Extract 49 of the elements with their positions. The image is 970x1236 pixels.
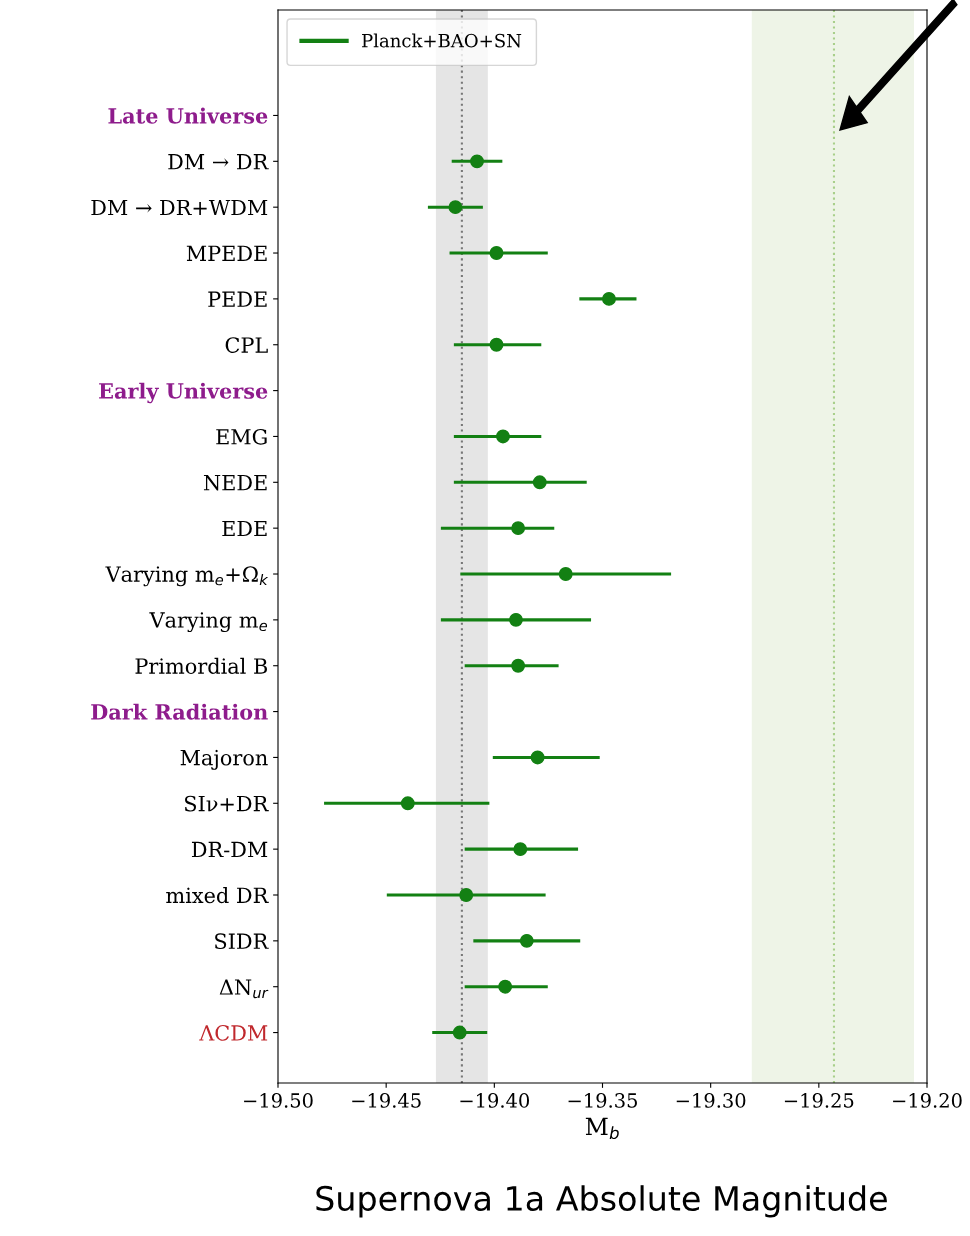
y-tick-label: CPL (225, 337, 268, 353)
y-tick-label: DM → DR+WDM (91, 199, 268, 216)
x-axis-title: M$_{b}$ (585, 1117, 619, 1140)
x-tick-label: −19.20 (893, 1093, 962, 1108)
point (489, 337, 504, 352)
point (448, 200, 463, 215)
y-tick-label: PEDE (208, 291, 267, 307)
point (498, 979, 513, 994)
point (496, 429, 510, 444)
text: Supernova 1a Absolute Magnitude (316, 1185, 887, 1218)
y-tick-label: Late Universe (108, 107, 268, 124)
point (459, 888, 474, 902)
x-tick-label: −19.30 (676, 1093, 746, 1108)
y-tick-label: MPEDE (186, 245, 267, 261)
y-tick-label: DM → DR (168, 154, 269, 170)
y-tick-label: ΔN$_{ur}$ (219, 979, 269, 999)
point (530, 750, 545, 765)
point (511, 521, 526, 536)
point (519, 933, 534, 948)
y-tick-label: Early Universe (99, 382, 268, 404)
point (400, 796, 415, 811)
x-tick-label: −19.50 (244, 1093, 313, 1108)
y-tick-label: DR-DM (191, 841, 268, 858)
y-tick-label: SIν+DR (185, 795, 269, 812)
point (532, 475, 547, 490)
y-tick-label: NEDE (203, 475, 267, 491)
y-tick-label: Varying m$_{e}$+Ω$_{k}$ (105, 566, 269, 587)
y-tick-label: Primordial B (135, 657, 268, 674)
y-tick-label: SIDR (215, 933, 269, 950)
point (558, 567, 573, 581)
point (489, 246, 504, 260)
y-tick-label: mixed DR (166, 887, 269, 904)
point (509, 612, 523, 627)
x-tick-label: −19.45 (352, 1093, 421, 1108)
x-tick-label: −19.40 (460, 1093, 530, 1108)
point (602, 291, 616, 306)
y-tick-label: Varying m$_{e}$ (149, 612, 268, 633)
point (513, 842, 528, 857)
y-tick-label: Majoron (180, 749, 268, 770)
point (470, 154, 484, 169)
y-tick-label: ΛCDM (199, 1025, 268, 1041)
y-tick-label: Dark Radiation (91, 703, 268, 720)
legend-label: Planck+BAO+SN (362, 33, 522, 48)
y-tick-label: EMG (216, 428, 267, 445)
point (452, 1025, 467, 1040)
point (511, 658, 526, 673)
x-tick-label: −19.35 (568, 1093, 637, 1108)
x-tick-label: −19.25 (784, 1093, 854, 1108)
y-tick-label: EDE (222, 520, 267, 537)
